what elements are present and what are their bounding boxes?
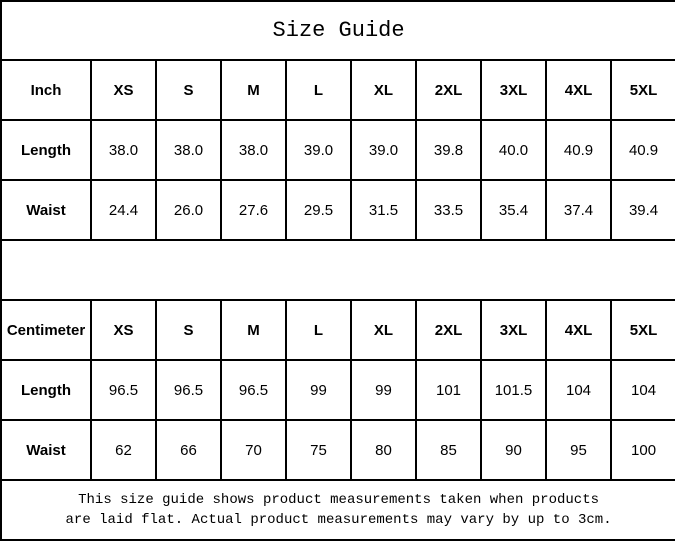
cm-waist-value: 100 xyxy=(609,419,675,481)
inch-size-header: XS xyxy=(90,59,157,121)
cm-waist-row: Waist 62 66 70 75 80 85 90 95 100 xyxy=(0,419,675,481)
inch-waist-value: 39.4 xyxy=(609,179,675,241)
inch-size-header: M xyxy=(220,59,287,121)
cm-waist-value: 70 xyxy=(220,419,287,481)
footer-note: This size guide shows product measuremen… xyxy=(0,479,675,541)
cm-size-header: S xyxy=(155,299,222,361)
cm-length-value: 104 xyxy=(545,359,612,421)
inch-length-value: 40.0 xyxy=(480,119,547,181)
footer-note-line2: are laid flat. Actual product measuremen… xyxy=(65,512,612,528)
cm-waist-value: 80 xyxy=(350,419,417,481)
cm-length-value: 99 xyxy=(285,359,352,421)
cm-length-row: Length 96.5 96.5 96.5 99 99 101 101.5 10… xyxy=(0,359,675,421)
cm-size-header: XS xyxy=(90,299,157,361)
inch-size-header: 5XL xyxy=(609,59,675,121)
inch-waist-value: 24.4 xyxy=(90,179,157,241)
inch-length-value: 38.0 xyxy=(155,119,222,181)
inch-length-value: 39.0 xyxy=(285,119,352,181)
row-label: Waist xyxy=(0,419,92,481)
inch-header-row: Inch XS S M L XL 2XL 3XL 4XL 5XL xyxy=(0,59,675,121)
inch-size-header: L xyxy=(285,59,352,121)
inch-unit-label: Inch xyxy=(0,59,92,121)
cm-length-value: 99 xyxy=(350,359,417,421)
cm-length-value: 101 xyxy=(415,359,482,421)
cm-size-header: L xyxy=(285,299,352,361)
inch-waist-value: 33.5 xyxy=(415,179,482,241)
cm-length-value: 101.5 xyxy=(480,359,547,421)
inch-waist-value: 31.5 xyxy=(350,179,417,241)
cm-size-header: 5XL xyxy=(609,299,675,361)
cm-waist-value: 90 xyxy=(480,419,547,481)
footer-note-line1: This size guide shows product measuremen… xyxy=(78,491,599,508)
row-label: Waist xyxy=(0,179,92,241)
footer-row: This size guide shows product measuremen… xyxy=(0,479,675,541)
inch-length-value: 38.0 xyxy=(90,119,157,181)
inch-size-header: 4XL xyxy=(545,59,612,121)
inch-waist-value: 27.6 xyxy=(220,179,287,241)
cm-waist-value: 75 xyxy=(285,419,352,481)
inch-length-value: 40.9 xyxy=(545,119,612,181)
inch-size-header: XL xyxy=(350,59,417,121)
cm-size-header: XL xyxy=(350,299,417,361)
inch-size-header: 3XL xyxy=(480,59,547,121)
cm-size-header: 2XL xyxy=(415,299,482,361)
cm-waist-value: 66 xyxy=(155,419,222,481)
cm-waist-value: 85 xyxy=(415,419,482,481)
inch-waist-value: 37.4 xyxy=(545,179,612,241)
page-title: Size Guide xyxy=(0,0,675,61)
inch-length-value: 40.9 xyxy=(609,119,675,181)
inch-length-value: 39.0 xyxy=(350,119,417,181)
inch-length-row: Length 38.0 38.0 38.0 39.0 39.0 39.8 40.… xyxy=(0,119,675,181)
inch-waist-value: 26.0 xyxy=(155,179,222,241)
cm-length-value: 96.5 xyxy=(90,359,157,421)
cm-size-header: 4XL xyxy=(545,299,612,361)
cm-unit-label: Centimeter xyxy=(0,299,92,361)
spacer-row xyxy=(0,239,675,301)
cm-length-value: 96.5 xyxy=(155,359,222,421)
cm-length-value: 104 xyxy=(609,359,675,421)
inch-waist-value: 35.4 xyxy=(480,179,547,241)
cm-waist-value: 95 xyxy=(545,419,612,481)
cm-size-header: M xyxy=(220,299,287,361)
inch-length-value: 38.0 xyxy=(220,119,287,181)
cm-length-value: 96.5 xyxy=(220,359,287,421)
row-label: Length xyxy=(0,119,92,181)
inch-waist-row: Waist 24.4 26.0 27.6 29.5 31.5 33.5 35.4… xyxy=(0,179,675,241)
cm-header-row: Centimeter XS S M L XL 2XL 3XL 4XL 5XL xyxy=(0,299,675,361)
title-row: Size Guide xyxy=(0,0,675,61)
spacer-cell xyxy=(0,239,675,301)
cm-waist-value: 62 xyxy=(90,419,157,481)
inch-size-header: S xyxy=(155,59,222,121)
cm-size-header: 3XL xyxy=(480,299,547,361)
inch-length-value: 39.8 xyxy=(415,119,482,181)
inch-size-header: 2XL xyxy=(415,59,482,121)
row-label: Length xyxy=(0,359,92,421)
inch-waist-value: 29.5 xyxy=(285,179,352,241)
